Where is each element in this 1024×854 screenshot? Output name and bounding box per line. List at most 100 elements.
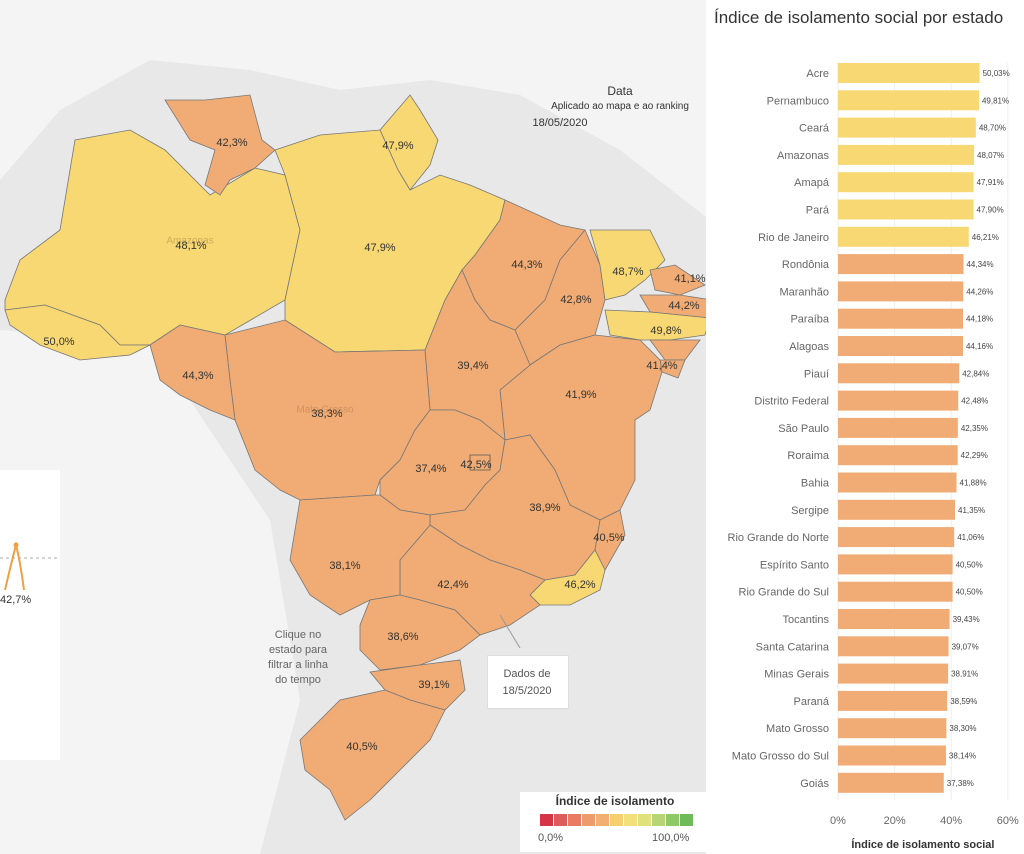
x-tick-label: 0%: [830, 815, 846, 827]
bar[interactable]: [838, 172, 974, 193]
bar[interactable]: [838, 390, 959, 411]
bar[interactable]: [838, 226, 969, 247]
state-rio-grande-do-sul[interactable]: [299, 689, 446, 821]
legend-swatch: [610, 814, 623, 826]
color-legend: Índice de isolamento 0,0% 100,0%: [520, 792, 710, 852]
neighbor-land-south: [0, 330, 300, 854]
state-value-minas-gerais: 38,9%: [529, 502, 561, 514]
bar[interactable]: [838, 690, 948, 711]
bar[interactable]: [838, 636, 949, 657]
category-label: Espírito Santo: [760, 559, 829, 571]
bar[interactable]: [838, 363, 960, 384]
legend-swatch: [666, 814, 679, 826]
value-label: 44,16%: [966, 342, 993, 351]
category-label: Acre: [806, 68, 829, 80]
bar[interactable]: [838, 63, 980, 83]
category-label: Bahia: [801, 478, 830, 490]
value-label: 39,07%: [952, 642, 979, 651]
click-note-line-3: filtrar a linha: [268, 659, 328, 671]
state-value-bahia: 41,9%: [565, 389, 597, 401]
category-label: Santa Catarina: [756, 641, 830, 653]
value-label: 41,06%: [957, 533, 984, 542]
value-label: 44,34%: [966, 260, 993, 269]
timeline-value-label: 42,7%: [0, 594, 32, 606]
value-label: 37,38%: [947, 779, 974, 788]
bar[interactable]: [838, 144, 975, 165]
state-parana[interactable]: [359, 594, 481, 671]
state-rondonia[interactable]: [149, 324, 236, 421]
date-subtitle: Aplicado ao mapa e ao ranking: [551, 101, 689, 112]
category-label: Paraná: [794, 696, 830, 708]
tooltip-pointer: [499, 614, 521, 649]
x-tick-label: 40%: [940, 815, 962, 827]
tooltip-box: [487, 655, 569, 709]
state-value-pernambuco: 49,8%: [650, 325, 682, 337]
tooltip-line-1: Dados de: [503, 668, 551, 680]
category-label: Mato Grosso do Sul: [732, 751, 829, 763]
bar[interactable]: [838, 527, 955, 548]
bar[interactable]: [838, 117, 976, 138]
bar[interactable]: [838, 718, 947, 739]
value-label: 47,91%: [977, 178, 1004, 187]
bar[interactable]: [838, 663, 949, 684]
category-label: Amazonas: [777, 150, 829, 162]
faded-label-amazonas: Amazonas: [166, 235, 214, 247]
category-label: Paraíba: [790, 314, 829, 326]
bar[interactable]: [838, 554, 953, 575]
state-rn[interactable]: [649, 264, 706, 296]
state-value-paraiba: 44,2%: [668, 300, 700, 312]
bar[interactable]: [838, 499, 956, 520]
value-label: 42,48%: [961, 397, 988, 406]
value-label: 44,18%: [966, 315, 993, 324]
category-label: Amapá: [794, 177, 830, 189]
click-note-line-1: Clique no: [274, 629, 322, 641]
bar[interactable]: [838, 90, 979, 111]
bar[interactable]: [838, 745, 946, 766]
legend-swatch: [652, 814, 665, 826]
x-tick-label: 60%: [997, 815, 1019, 827]
category-label: Pernambuco: [767, 95, 829, 107]
category-label: Ceará: [799, 123, 830, 135]
value-label: 38,14%: [949, 752, 976, 761]
state-value-acre: 50,0%: [43, 336, 75, 348]
date-value[interactable]: 18/05/2020: [532, 117, 588, 129]
state-pernambuco[interactable]: [604, 309, 710, 341]
state-value-espirito-santo: 40,5%: [593, 532, 625, 544]
category-label: Roraima: [787, 450, 829, 462]
bar[interactable]: [838, 281, 964, 302]
category-label: Minas Gerais: [764, 669, 829, 681]
click-note-line-4: do tempo: [275, 674, 321, 686]
bar[interactable]: [838, 581, 953, 602]
bar[interactable]: [838, 308, 964, 329]
bar[interactable]: [838, 609, 950, 629]
state-espirito-santo[interactable]: [594, 509, 626, 571]
state-value-amazonas: 48,1%: [175, 240, 207, 252]
bar[interactable]: [838, 336, 963, 356]
legend-swatch: [554, 814, 567, 826]
state-acre[interactable]: [4, 304, 151, 361]
value-label: 38,91%: [951, 670, 978, 679]
value-label: 41,35%: [958, 506, 985, 515]
legend-min-label: 0,0%: [538, 832, 564, 844]
state-mato-grosso-do-sul[interactable]: [289, 494, 431, 616]
state-value-parana: 38,6%: [387, 631, 419, 643]
bar[interactable]: [838, 472, 957, 493]
brazil-map-panel: Data Aplicado ao mapa e ao ranking 18/05…: [0, 0, 710, 854]
legend-swatch: [596, 814, 609, 826]
state-value-mato-grosso: 38,3%: [311, 408, 343, 420]
bar[interactable]: [838, 199, 974, 220]
bar[interactable]: [838, 772, 944, 793]
bar[interactable]: [838, 417, 958, 438]
state-df[interactable]: [469, 454, 491, 471]
legend-swatch: [638, 814, 651, 826]
category-label: Sergipe: [791, 505, 829, 517]
state-value-amapa: 47,9%: [382, 140, 414, 152]
value-label: 50,03%: [983, 69, 1010, 78]
state-ceara[interactable]: [589, 229, 666, 301]
legend-swatch: [540, 814, 553, 826]
state-roraima[interactable]: [164, 94, 276, 196]
bar[interactable]: [838, 445, 958, 466]
value-label: 38,30%: [949, 724, 976, 733]
bar[interactable]: [838, 254, 964, 275]
category-label: Alagoas: [789, 341, 829, 353]
